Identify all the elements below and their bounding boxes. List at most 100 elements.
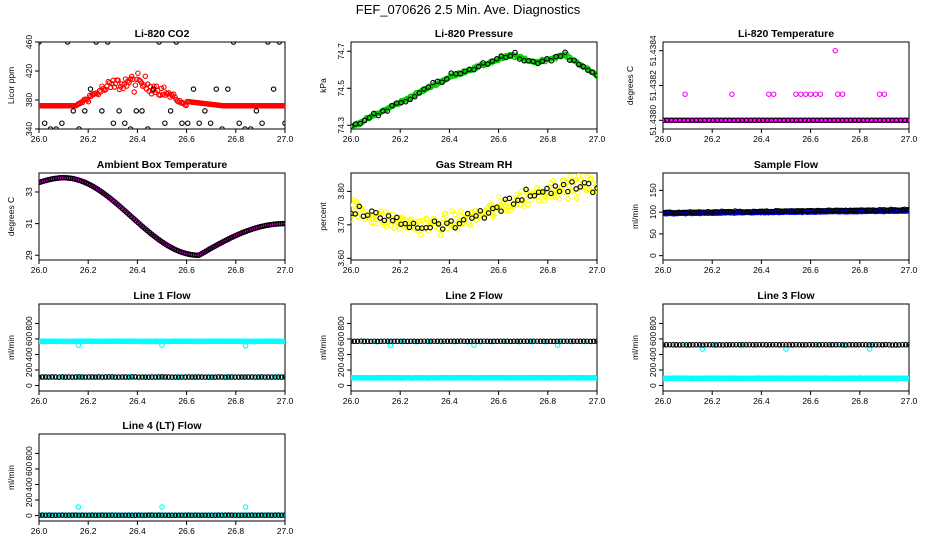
data-point [766,91,772,97]
data-point [471,338,477,344]
data-point [76,126,82,129]
data-point [239,512,245,518]
x-tick-label: 26.2 [392,396,409,406]
data-point [510,201,517,207]
y-tick-label: 400 [336,347,346,361]
data-point [184,120,191,126]
data-point [575,173,582,179]
y-tick-label: 200 [24,493,34,507]
data-point [79,374,85,380]
x-tick-label: 26.6 [490,134,507,144]
data-point [116,86,123,93]
data-point [424,338,431,344]
data-point [215,374,222,380]
data-point [507,338,514,345]
data-point [402,98,409,105]
data-point [169,512,175,518]
data-point [52,512,59,518]
y-tick-label: 200 [336,363,346,377]
data-point [159,512,165,518]
data-point [853,342,859,348]
data-point [812,91,819,97]
data-point [690,342,696,348]
data-point [189,374,195,380]
data-point [182,374,189,380]
y-tick-label: 74.5 [336,80,346,97]
data-point [452,225,458,231]
data-point [253,108,260,114]
x-tick-label: 26.8 [228,265,245,275]
data-point [394,338,401,345]
x-tick-label: 26.6 [178,396,195,406]
data-point [142,73,149,80]
data-point [561,338,567,345]
data-point [736,341,743,348]
y-tick-label: 600 [648,332,658,346]
data-point [494,204,500,210]
data-point [195,512,202,518]
data-point [86,374,92,380]
data-point [152,512,159,518]
data-point [119,374,125,380]
data-point [539,58,546,65]
data-point [245,512,252,518]
series-line1-cyan-high [39,338,285,349]
y-axis-label: percent [318,202,328,231]
data-point [139,374,145,380]
data-point [398,338,404,345]
data-point [215,512,222,518]
data-point [249,512,255,518]
data-point [278,512,285,518]
data-point [282,338,285,344]
x-tick-label: 27.0 [277,134,294,144]
series-pressure-alt [351,49,597,129]
data-point [512,49,518,56]
data-point [229,512,235,518]
x-tick-label: 26.6 [178,265,195,275]
data-point [442,210,449,217]
data-point [225,86,231,92]
data-point [352,207,359,214]
y-tick-label: 33 [24,187,34,197]
panel-title: Line 2 Flow [445,290,503,302]
data-point [531,192,538,199]
data-point [873,342,879,348]
data-point [385,213,392,219]
x-tick-label: 26.0 [31,265,48,275]
data-point [132,374,139,380]
data-point [381,217,388,224]
series-co2-main [39,70,285,109]
y-tick-label: 420 [24,64,34,78]
data-point [112,374,119,380]
x-tick-label: 27.0 [901,134,918,144]
figure-title: FEF_070626 2.5 Min. Ave. Diagnostics [355,2,581,17]
data-point [377,215,383,221]
data-point [594,72,597,79]
data-point [39,374,42,380]
y-tick-label: 200 [648,363,658,377]
plot-frame [38,303,286,392]
data-point [96,374,102,380]
data-point [150,86,157,92]
x-tick-label: 26.6 [490,265,507,275]
data-point [670,342,676,348]
panel-title: Li-820 Pressure [435,28,513,40]
data-point [199,374,205,380]
data-point [185,512,192,518]
data-points [39,338,285,380]
data-point [843,342,849,348]
x-tick-label: 26.8 [540,396,557,406]
data-point [212,374,218,380]
data-point [789,342,796,348]
y-axis-label: ml/min [6,465,16,490]
data-points [663,47,909,124]
y-tick-label: 400 [24,477,34,491]
data-point [541,338,547,345]
data-point [282,120,285,126]
data-point [451,338,457,345]
data-point [418,338,424,345]
data-point [126,512,132,518]
data-point [133,108,140,114]
data-point [773,341,779,348]
data-point [565,196,571,202]
